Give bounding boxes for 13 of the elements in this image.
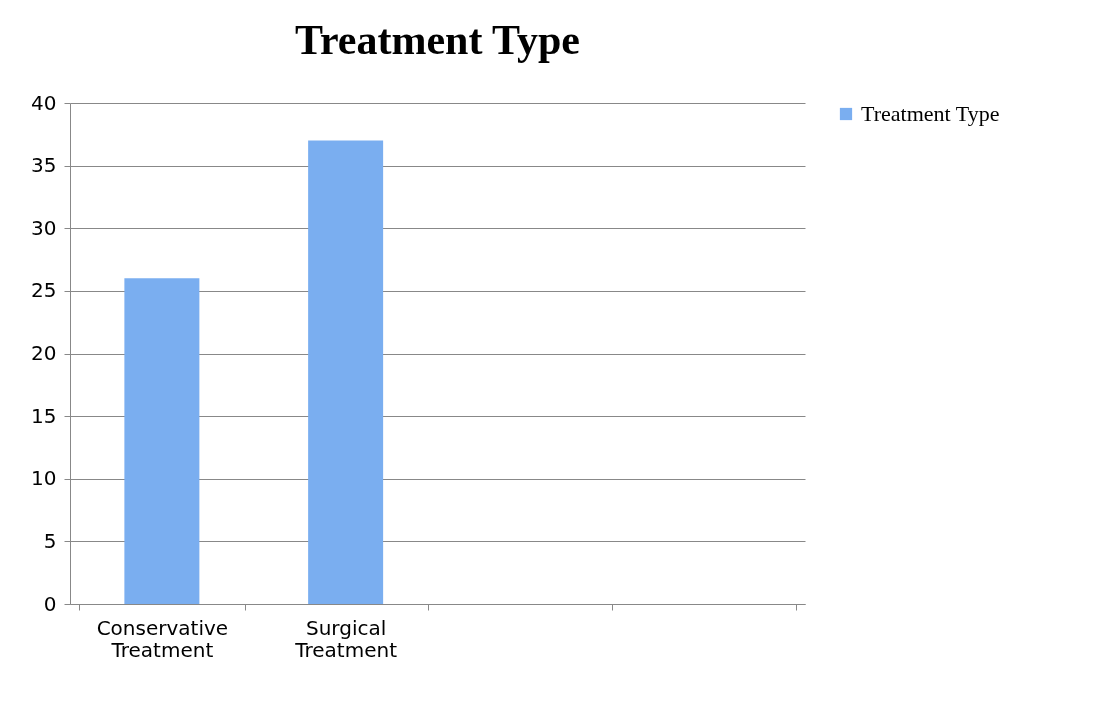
y-tick-label: 0 (43, 591, 57, 616)
y-tick-label: 35 (31, 153, 57, 178)
y-tick-label: 5 (43, 528, 57, 553)
x-tick-label: Conservative Treatment (96, 615, 229, 662)
y-tick-label: 15 (31, 403, 57, 428)
y-tick-label: 30 (31, 215, 57, 240)
y-tick-label: 10 (31, 466, 57, 491)
y-tick-label: 20 (31, 341, 57, 365)
y-tick-label: 25 (31, 278, 57, 303)
x-tick-label: Surgical Treatment (294, 615, 398, 662)
y-tick-label: 40 (31, 90, 57, 115)
legend-label: Treatment Type (861, 101, 1000, 126)
chart-title: Treatment Type (294, 17, 581, 63)
